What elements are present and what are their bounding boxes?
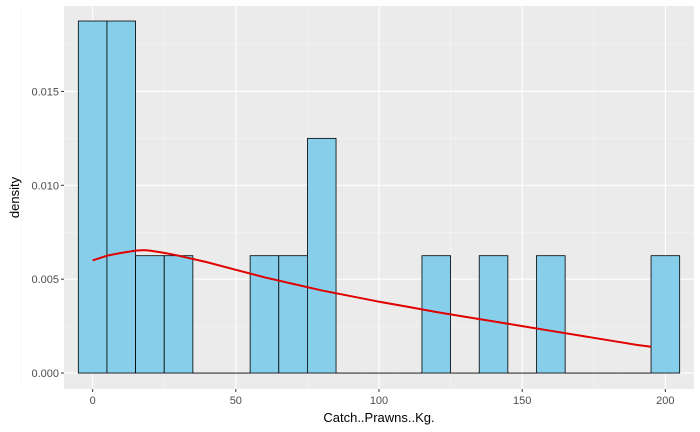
x-tick-label: 100 [370, 395, 388, 407]
x-tick-label: 50 [230, 395, 242, 407]
x-axis-title: Catch..Prawns..Kg. [323, 410, 434, 425]
y-axis-ticks: 0.000 0.005 0.010 0.015 [31, 86, 64, 380]
histogram-bar [536, 255, 566, 374]
y-axis-title: density [7, 176, 22, 218]
y-tick-label: 0.010 [31, 180, 59, 192]
histogram-bar [307, 137, 337, 374]
histogram-bar [135, 255, 165, 374]
y-tick-label: 0.005 [31, 274, 59, 286]
histogram-bar [77, 20, 108, 374]
histogram-bar [249, 255, 280, 374]
histogram-bar [106, 20, 136, 374]
x-tick-label: 200 [656, 395, 674, 407]
density-curve [92, 249, 652, 348]
x-axis-ticks: 0 50 100 150 200 [90, 389, 675, 407]
y-tick-label: 0.015 [31, 86, 59, 98]
histogram-bar [278, 255, 308, 374]
x-tick-label: 150 [513, 395, 531, 407]
y-tick-label: 0.000 [31, 368, 59, 380]
histogram-bar [478, 255, 509, 374]
histogram-bar [650, 255, 681, 374]
histogram-bars [77, 20, 681, 374]
histogram-bar [163, 255, 194, 374]
x-tick-label: 0 [90, 395, 96, 407]
